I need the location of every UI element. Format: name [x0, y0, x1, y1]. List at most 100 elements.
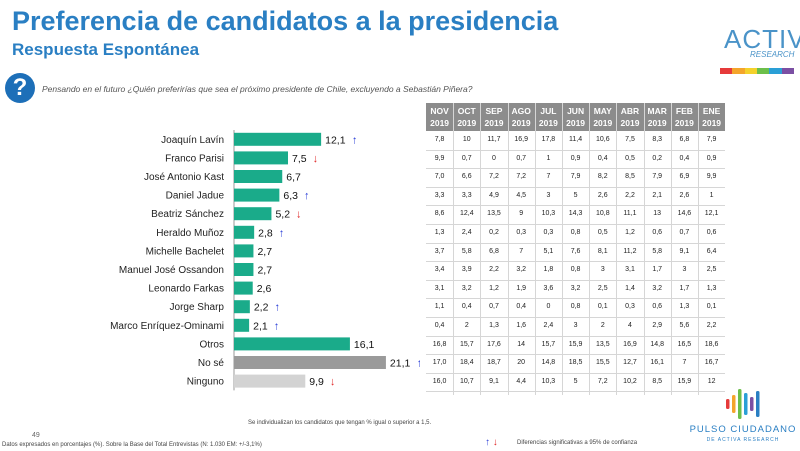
table-cell: 2,5 — [706, 266, 717, 274]
table-cell: 7,8 — [434, 136, 445, 143]
column-month: FEB — [675, 106, 693, 116]
table-cell: 0,9 — [706, 154, 717, 162]
column-year: 2019 — [593, 118, 613, 128]
table-cell: 0,4 — [597, 154, 608, 162]
arrow-down-icon: ↓ — [492, 437, 498, 448]
pulso-bar — [750, 397, 754, 411]
bar-value-label: 6,3 — [283, 190, 298, 202]
table-cell: 7,0 — [434, 173, 445, 181]
bar-value-label: 2,6 — [257, 283, 272, 295]
bar-value-label: 9,9 — [309, 376, 324, 388]
table-cell: 3 — [682, 266, 687, 274]
table-cell: 0,8 — [570, 229, 581, 236]
logo-text: ACTIVA — [724, 24, 800, 54]
table-cell: 6,8 — [489, 247, 499, 255]
arrow-up-icon: ↑ — [304, 190, 310, 202]
table-cell: 3,3 — [461, 191, 472, 199]
table-cell: 9 — [519, 210, 524, 218]
table-cell: 2,6 — [597, 191, 608, 199]
table-cell: 2,5 — [597, 284, 608, 292]
bar — [234, 318, 250, 332]
table-cell: 5,1 — [543, 247, 554, 255]
column-month: ABR — [620, 106, 640, 116]
row-divider — [426, 372, 726, 374]
arrow-up-icon: ↑ — [279, 227, 285, 239]
table-cell: 1,6 — [516, 322, 527, 329]
bar-value-label: 2,1 — [253, 320, 268, 332]
table-cell: 3,2 — [652, 284, 663, 292]
table-cell: 9,1 — [489, 377, 499, 385]
table-cell: 0,5 — [597, 229, 608, 236]
table-cell: 3,3 — [434, 191, 445, 199]
table-cell: 0,6 — [652, 229, 663, 236]
row-divider — [426, 205, 726, 207]
table-cell: 0,3 — [543, 229, 554, 236]
row-divider — [426, 149, 726, 151]
column-divider — [480, 103, 482, 395]
table-cell: 14,6 — [677, 210, 692, 218]
column-year: 2019 — [430, 118, 450, 128]
page-number: 49 — [32, 432, 40, 439]
bar-value-label: 2,2 — [254, 302, 269, 314]
table-cell: 16,5 — [677, 340, 692, 348]
bar — [234, 170, 283, 183]
table-cell: 14,3 — [568, 210, 583, 218]
column-year: 2019 — [674, 118, 694, 128]
bar-value-label: 5,2 — [275, 209, 290, 221]
table-cell: 0,6 — [706, 229, 717, 236]
table-cell: 17,6 — [487, 340, 501, 348]
table-cell: 1,7 — [679, 284, 690, 292]
table-cell: 7,2 — [516, 173, 527, 181]
column-header: ENE 2019 — [698, 103, 725, 131]
table-cell: 1,3 — [489, 322, 499, 329]
table-cell: 9,1 — [679, 247, 690, 255]
table-cell: 17,8 — [541, 136, 556, 143]
category-label: Beatriz Sánchez — [151, 209, 224, 220]
bar — [234, 188, 280, 202]
table-cell: 3,9 — [461, 266, 472, 274]
bar — [234, 356, 386, 369]
bar-value-label: 21,1 — [390, 358, 411, 370]
table-cell: 14 — [517, 340, 526, 348]
table-cell: 15,7 — [459, 340, 474, 348]
table-cell: 1 — [709, 191, 714, 199]
table-cell: 1,3 — [679, 303, 690, 311]
table-cell: 3,2 — [570, 284, 581, 292]
category-label: José Antonio Kast — [144, 172, 224, 183]
table-cell: 7,9 — [706, 136, 717, 143]
table-cell: 7,2 — [597, 377, 608, 385]
table-cell: 6,8 — [679, 136, 690, 143]
column-year: 2019 — [620, 118, 640, 128]
logo-stripe-segment — [744, 68, 757, 74]
column-divider — [589, 103, 591, 395]
survey-question: Pensando en el futuro ¿Quién preferirías… — [42, 84, 473, 94]
column-divider — [562, 103, 563, 395]
table-cell: 0,5 — [625, 154, 635, 162]
table-cell: 16,8 — [432, 340, 447, 348]
column-divider — [507, 103, 509, 395]
table-cell: 11,4 — [569, 136, 583, 143]
table-cell: 0,4 — [679, 154, 690, 162]
bar-chart: Joaquín Lavín 12,1 ↑ Franco Parisi 7,5 ↓ José … — [110, 130, 420, 391]
table-cell: 3,2 — [516, 266, 527, 274]
table-cell: 0,7 — [679, 229, 690, 236]
table-cell: 2,1 — [652, 191, 663, 199]
column-divider — [670, 103, 672, 395]
table-cell: 7 — [546, 173, 551, 181]
row-divider — [426, 186, 726, 188]
pulso-bar — [756, 391, 760, 417]
table-cell: 1,7 — [652, 266, 663, 274]
pulso-bars-icon — [726, 389, 760, 419]
arrow-down-icon: ↓ — [313, 153, 319, 165]
table-cell: 8,5 — [625, 173, 635, 181]
table-cell: 17,0 — [432, 359, 447, 367]
column-header: OCT 2019 — [453, 103, 480, 131]
bar-value-label: 7,5 — [292, 153, 307, 165]
table-cell: 0 — [546, 303, 551, 311]
bar — [234, 300, 250, 314]
table-cell: 0,9 — [570, 154, 581, 162]
table-cell: 12 — [707, 377, 716, 385]
column-year: 2019 — [457, 118, 477, 128]
bar — [234, 225, 255, 239]
column-header: SEP 2019 — [480, 103, 507, 131]
